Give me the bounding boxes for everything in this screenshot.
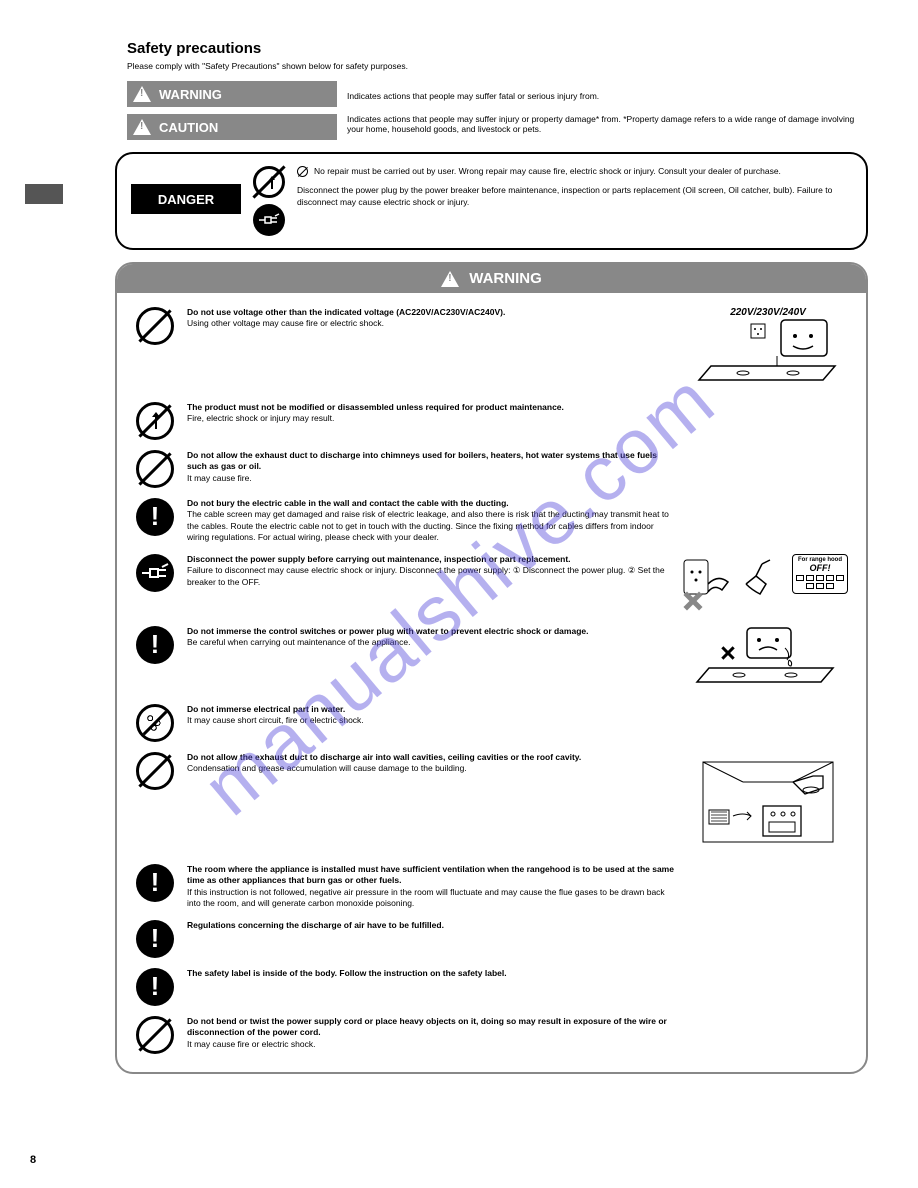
warning-item: Do not bury the electric cable in the wa…: [135, 498, 848, 544]
warning-item: Do not use voltage other than the indica…: [135, 307, 848, 392]
warning-body-text: It may cause fire.: [187, 473, 676, 484]
page-title: Safety precautions: [127, 40, 868, 57]
warning-lead: Do not use voltage other than the indica…: [187, 307, 505, 317]
no-disassemble-icon: [253, 166, 285, 198]
warning-lead: Disconnect the power supply before carry…: [187, 554, 571, 564]
mandatory-icon: [136, 498, 174, 536]
unplug-icon: [253, 204, 285, 236]
page-subtitle: Please comply with "Safety Precautions" …: [127, 61, 868, 71]
page-number: 8: [30, 1154, 36, 1166]
warning-body-text: Failure to disconnect may cause electric…: [187, 565, 666, 588]
warning-item: Do not allow the exhaust duct to dischar…: [135, 752, 848, 854]
danger-item-1: No repair must be carried out by user. W…: [314, 166, 781, 177]
warning-triangle-icon: [133, 86, 151, 102]
caution-badge: CAUTION: [127, 114, 337, 140]
warning-lead: Do not bury the electric cable in the wa…: [187, 498, 509, 508]
warning-header-triangle-icon: [441, 271, 459, 287]
warning-lead: Do not immerse electrical part in water.: [187, 704, 345, 714]
caution-triangle-icon: [133, 119, 151, 135]
side-tab: [25, 184, 63, 204]
warning-lead: Do not allow the exhaust duct to dischar…: [187, 450, 657, 471]
warning-lead: Regulations concerning the discharge of …: [187, 920, 444, 930]
warning-lead: The product must not be modified or disa…: [187, 402, 564, 412]
warning-item: Do not bend or twist the power supply co…: [135, 1016, 848, 1054]
unplug-illustration: For range hood OFF!: [678, 554, 848, 616]
wet-illustration: [688, 626, 848, 694]
warning-item: The room where the appliance is installe…: [135, 864, 848, 910]
warning-body-text: Be careful when carrying out maintenance…: [187, 637, 676, 648]
caution-badge-desc: Indicates actions that people may suffer…: [347, 114, 868, 134]
room-illustration: [688, 752, 848, 854]
unplug-icon: [136, 554, 174, 592]
cross-icon: [684, 592, 702, 610]
warning-body-text: The cable screen may get damaged and rai…: [187, 509, 676, 543]
voltage-illustration: 220V/230V/240V: [688, 307, 848, 392]
prohibit-icon: [136, 307, 174, 345]
mandatory-icon: [136, 968, 174, 1006]
danger-box: DANGER No repair must be carried out by …: [115, 152, 868, 250]
page-header: Safety precautions Please comply with "S…: [127, 40, 868, 144]
warning-body: Do not use voltage other than the indica…: [117, 293, 866, 1072]
warning-panel: WARNING Do not use voltage other than th…: [115, 262, 868, 1074]
warning-badge-label: WARNING: [159, 87, 222, 102]
mandatory-icon: [136, 626, 174, 664]
warning-item: Regulations concerning the discharge of …: [135, 920, 848, 958]
danger-label-col: DANGER: [131, 166, 241, 236]
danger-item-2: Disconnect the power plug by the power b…: [297, 185, 852, 208]
warning-badge-desc: Indicates actions that people may suffer…: [347, 91, 599, 101]
voltage-label: 220V/230V/240V: [688, 307, 848, 318]
prohibit-icon: [136, 752, 174, 790]
warning-item: Do not allow the exhaust duct to dischar…: [135, 450, 848, 488]
no-wet-icon: [136, 704, 174, 742]
prohibit-icon: [136, 1016, 174, 1054]
hand-plug-icon: [742, 554, 786, 614]
warning-body-text: If this instruction is not followed, neg…: [187, 887, 676, 910]
warning-item: Do not immerse the control switches or p…: [135, 626, 848, 694]
off-label: OFF!: [795, 563, 845, 573]
warning-lead: Do not bend or twist the power supply co…: [187, 1016, 667, 1037]
warning-body-text: Fire, electric shock or injury may resul…: [187, 413, 676, 424]
prohibit-icon: [136, 450, 174, 488]
mandatory-icon: [136, 920, 174, 958]
warning-item: The safety label is inside of the body. …: [135, 968, 848, 1006]
warning-item: Disconnect the power supply before carry…: [135, 554, 848, 616]
danger-label: DANGER: [131, 184, 241, 214]
mini-no-icon: [297, 166, 308, 177]
warning-lead: Do not immerse the control switches or p…: [187, 626, 588, 636]
warning-body-text: It may cause fire or electric shock.: [187, 1039, 676, 1050]
mandatory-icon: [136, 864, 174, 902]
danger-icons: [253, 166, 285, 236]
warning-header-label: WARNING: [469, 270, 542, 287]
no-disassemble-icon: [136, 402, 174, 440]
warning-item: Do not immerse electrical part in water.…: [135, 704, 848, 742]
cross-icon: [721, 646, 735, 660]
warning-body-text: Using other voltage may cause fire or el…: [187, 318, 676, 329]
breaker-label: For range hood: [795, 557, 845, 563]
warning-body-text: Condensation and grease accumulation wil…: [187, 763, 676, 774]
warning-badge: WARNING: [127, 81, 337, 107]
warning-header: WARNING: [117, 264, 866, 293]
warning-item: The product must not be modified or disa…: [135, 402, 848, 440]
danger-text: No repair must be carried out by user. W…: [297, 166, 852, 236]
warning-body-text: It may cause short circuit, fire or elec…: [187, 715, 676, 726]
warning-lead: The room where the appliance is installe…: [187, 864, 674, 885]
warning-lead: Do not allow the exhaust duct to dischar…: [187, 752, 581, 762]
caution-badge-label: CAUTION: [159, 120, 218, 135]
warning-lead: The safety label is inside of the body. …: [187, 968, 507, 978]
